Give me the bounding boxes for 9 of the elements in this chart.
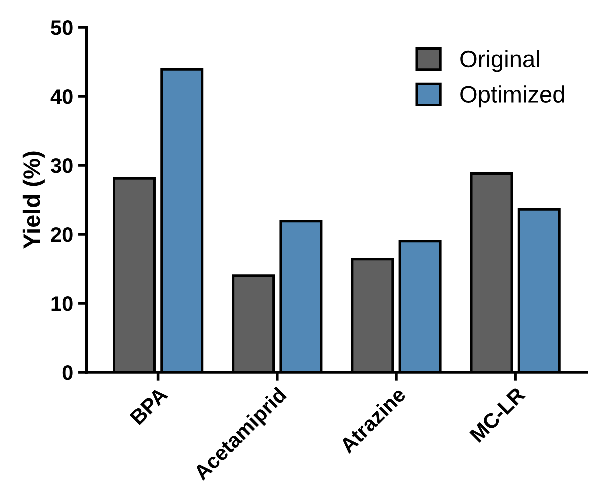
- y-tick-label: 10: [52, 296, 73, 312]
- y-axis-title: Yield (%): [22, 152, 45, 250]
- y-tick-label: 50: [51, 20, 73, 36]
- y-tick-label: 30: [50, 158, 73, 174]
- y-tick-label: 40: [50, 90, 73, 104]
- y-tick-label: 20: [51, 228, 73, 242]
- y-tick-label: 0: [62, 366, 73, 380]
- legend-label: Optimized: [460, 86, 564, 108]
- legend-label: Original: [460, 50, 540, 72]
